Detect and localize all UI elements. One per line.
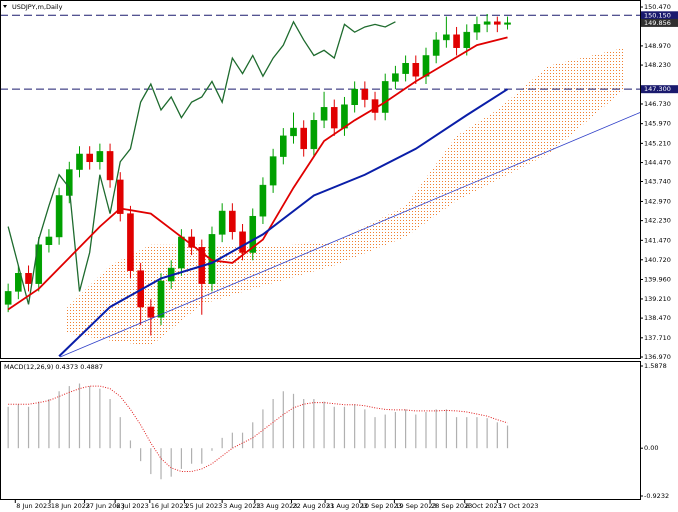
y-tick-label: 141.470 bbox=[644, 236, 671, 244]
x-tick-label: 28 Sep 2023 bbox=[431, 502, 472, 510]
y-tick-label: 137.710 bbox=[644, 334, 671, 342]
x-tick-label: 17 Oct 2023 bbox=[498, 502, 538, 510]
indicator-line bbox=[58, 88, 509, 357]
candle-body bbox=[280, 135, 287, 157]
candle-body bbox=[239, 231, 246, 253]
y-tick-label: 143.740 bbox=[644, 177, 671, 185]
candle-body bbox=[25, 273, 32, 284]
x-tick-label: 8 Oct 2023 bbox=[466, 502, 502, 510]
candle-body bbox=[341, 104, 348, 129]
cloud bbox=[65, 47, 625, 346]
macd-tick-label: 0.00 bbox=[644, 444, 658, 452]
x-tick-label: 18 Jun 2023 bbox=[51, 502, 90, 510]
candle-body bbox=[504, 22, 511, 25]
candle-body bbox=[402, 63, 409, 74]
candle-body bbox=[494, 21, 501, 25]
x-tick-label: 31 Aug 2023 bbox=[326, 502, 368, 510]
macd-label: MACD(12,26,9) 0.4373 0.4887 bbox=[4, 363, 103, 371]
candle-body bbox=[86, 153, 93, 163]
x-tick-label: 6 Jul 2023 bbox=[116, 502, 149, 510]
candle-body bbox=[381, 81, 389, 113]
candle-body bbox=[463, 31, 471, 48]
x-tick-label: 10 Sep 2023 bbox=[361, 502, 402, 510]
x-tick-label: 3 Aug 2023 bbox=[223, 502, 261, 510]
candle-body bbox=[157, 280, 165, 318]
last-price-box bbox=[641, 18, 678, 27]
candle-body bbox=[55, 195, 63, 238]
candle-body bbox=[116, 179, 124, 214]
x-tick-label: 8 Jun 2023 bbox=[16, 502, 51, 510]
y-tick-label: 145.970 bbox=[644, 120, 671, 128]
candle-body bbox=[483, 21, 491, 25]
x-tick-label: 25 Jul 2023 bbox=[185, 502, 222, 510]
level-label-box bbox=[641, 85, 678, 94]
y-tick-label: 142.970 bbox=[644, 197, 671, 205]
candle-body bbox=[259, 184, 267, 217]
macd-signal bbox=[8, 385, 508, 473]
y-tick-label: 139.210 bbox=[644, 295, 671, 303]
x-tick-label: 19 Sep 2023 bbox=[395, 502, 436, 510]
candle-body bbox=[432, 39, 440, 56]
y-tick-label: 145.210 bbox=[644, 139, 671, 147]
candle-body bbox=[96, 151, 104, 163]
candle-body bbox=[300, 127, 308, 150]
candle-body bbox=[330, 107, 338, 129]
y-tick-label: 142.230 bbox=[644, 217, 671, 225]
level-label: 147.300 bbox=[644, 85, 671, 93]
candle-body bbox=[249, 215, 257, 253]
y-tick-label: 148.230 bbox=[644, 61, 671, 69]
candle-body bbox=[106, 151, 114, 181]
candle-body bbox=[473, 24, 481, 33]
candle-body bbox=[65, 169, 73, 196]
candle-body bbox=[218, 210, 226, 235]
candle-body bbox=[45, 236, 53, 245]
candle-body bbox=[443, 34, 450, 41]
title-arrow bbox=[3, 5, 7, 8]
candle-body bbox=[392, 73, 399, 82]
candle-body bbox=[361, 88, 369, 100]
level-label: 150.150 bbox=[644, 11, 671, 19]
candle-body bbox=[351, 88, 358, 105]
y-tick-label: 136.970 bbox=[644, 353, 671, 361]
candle-body bbox=[269, 156, 277, 186]
candle-body bbox=[320, 107, 328, 121]
y-tick-label: 138.470 bbox=[644, 314, 671, 322]
y-tick-label: 139.960 bbox=[644, 275, 671, 283]
x-tick-label: 13 Aug 2023 bbox=[256, 502, 298, 510]
x-tick-label: 16 Jul 2023 bbox=[151, 502, 188, 510]
y-tick-label: 146.730 bbox=[644, 100, 671, 108]
level-label-box bbox=[641, 11, 678, 20]
candle-body bbox=[76, 153, 83, 170]
chart-title: USDJPY,m,Daily bbox=[12, 3, 63, 11]
macd-panel bbox=[0, 361, 641, 500]
candle-body bbox=[127, 213, 134, 271]
indicator-line bbox=[59, 112, 640, 358]
candle-body bbox=[35, 244, 43, 284]
y-tick-label: 144.470 bbox=[644, 159, 671, 167]
y-tick-label: 148.970 bbox=[644, 42, 671, 50]
candle-body bbox=[4, 291, 12, 305]
candle-body bbox=[290, 127, 297, 137]
candle-body bbox=[229, 210, 236, 233]
indicator-line bbox=[7, 20, 396, 305]
y-tick-label: 150.470 bbox=[644, 3, 671, 11]
candle-body bbox=[147, 306, 155, 318]
y-tick-label: 140.720 bbox=[644, 256, 671, 264]
candle-body bbox=[412, 63, 420, 77]
macd-tick-label: -0.9232 bbox=[644, 492, 669, 500]
last-price-label: 149.856 bbox=[644, 19, 671, 27]
candle-body bbox=[310, 120, 318, 150]
indicator-line bbox=[7, 36, 508, 311]
axes: 150.470 148.970 148.230 146.730 145.970 145.2… bbox=[14, 3, 678, 510]
main-plot bbox=[1, 14, 640, 358]
x-tick-label: 27 Jun 2023 bbox=[86, 502, 125, 510]
candle-body bbox=[453, 34, 460, 48]
macd-plot bbox=[7, 383, 509, 480]
candle-body bbox=[178, 236, 185, 269]
x-tick-label: 22 Aug 2023 bbox=[292, 502, 334, 510]
candle-body bbox=[15, 273, 22, 292]
macd-tick-label: 1.5878 bbox=[644, 362, 667, 370]
